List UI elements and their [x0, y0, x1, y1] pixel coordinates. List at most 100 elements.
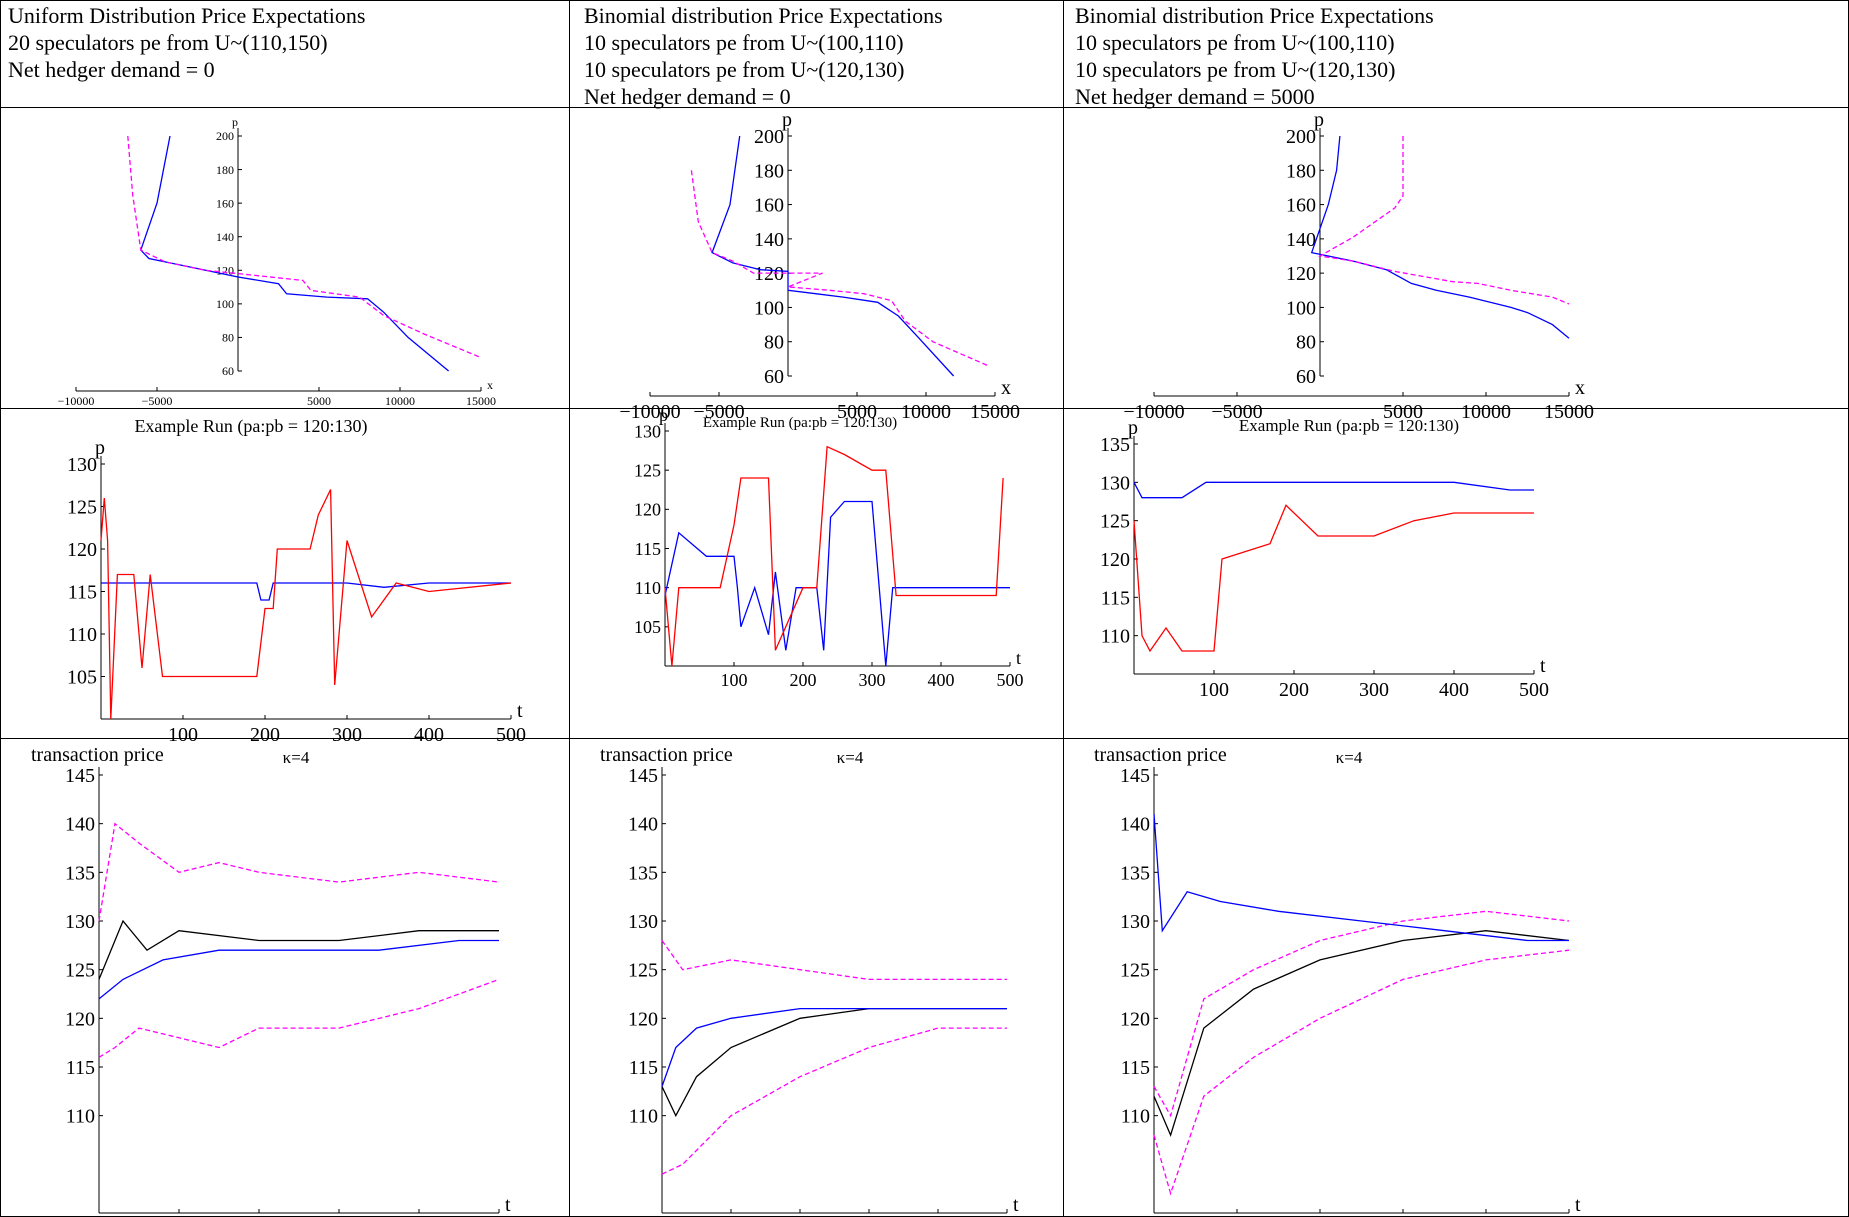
y-tick-label: 60 — [1296, 366, 1316, 388]
y-tick-label: 160 — [216, 196, 234, 210]
y-tick-label: 140 — [1120, 814, 1150, 836]
series-blue-line — [1133, 481, 1534, 499]
series-magenta-line — [1153, 949, 1570, 1196]
y-tick-label: 180 — [216, 163, 234, 177]
y-tick-label: 125 — [1120, 960, 1150, 982]
x-tick-label: −10000 — [58, 394, 95, 408]
header-line: 10 speculators pe from U~(100,110) — [584, 30, 904, 55]
y-axis-label: p — [1128, 417, 1138, 439]
x-tick-label: 100 — [1199, 679, 1229, 701]
series-red-line — [664, 445, 1004, 667]
column-header-2: Binomial distribution Price Expectations… — [584, 2, 943, 110]
y-tick-label: 200 — [1286, 126, 1316, 148]
series-blue-line — [661, 1007, 1007, 1087]
transaction-price-chart-1: 100200300400500110115120125130135140145t… — [31, 744, 511, 1216]
x-axis-label: t — [1016, 648, 1021, 668]
grid-line — [569, 0, 570, 1217]
grid-line — [1063, 0, 1064, 1217]
x-tick-label: −5000 — [693, 401, 744, 423]
grid-line — [0, 738, 1849, 739]
y-tick-label: 135 — [1120, 862, 1150, 884]
x-tick-label: 500 — [997, 670, 1024, 690]
y-tick-label: 135 — [628, 862, 658, 884]
y-tick-label: 125 — [1100, 511, 1130, 533]
x-tick-label: 5000 — [837, 401, 877, 423]
x-axis-label: x — [1001, 377, 1011, 399]
y-axis-label: p — [659, 405, 668, 425]
y-tick-label: 120 — [754, 263, 784, 285]
series-blue-line — [1153, 813, 1569, 942]
y-tick-label: 135 — [1100, 434, 1130, 456]
y-tick-label: 130 — [65, 911, 95, 933]
x-tick-label: 400 — [1439, 679, 1469, 701]
y-tick-label: 130 — [1100, 472, 1130, 494]
y-tick-label: 130 — [634, 421, 661, 441]
y-tick-label: 130 — [67, 454, 97, 476]
series-magenta-line — [661, 940, 1007, 981]
x-tick-label: 200 — [1279, 679, 1309, 701]
x-axis-label: t — [1575, 1194, 1581, 1216]
y-tick-label: 105 — [634, 617, 661, 637]
y-tick-label: 60 — [222, 364, 234, 378]
x-tick-label: 100 — [168, 724, 198, 746]
series-blue-line — [98, 939, 499, 1000]
chart-title: Example Run (pa:pb = 120:130) — [703, 415, 897, 431]
series-magenta-line — [1318, 136, 1570, 305]
y-tick-label: 120 — [634, 500, 661, 520]
y-tick-label: 110 — [68, 624, 97, 646]
y-tick-label: 115 — [1101, 587, 1130, 609]
y-tick-label: 120 — [1286, 263, 1316, 285]
series-black-line — [98, 919, 499, 980]
header-line: 10 speculators pe from U~(100,110) — [1075, 30, 1395, 55]
y-tick-label: 125 — [65, 960, 95, 982]
x-tick-label: 500 — [1519, 679, 1549, 701]
header-line: Uniform Distribution Price Expectations — [8, 3, 366, 28]
header-line: 10 speculators pe from U~(120,130) — [1075, 57, 1396, 82]
transaction-price-chart-2: 100200300400500110115120125130135140145t… — [600, 744, 1019, 1216]
series-blue-line — [101, 582, 511, 601]
y-tick-label: 100 — [216, 297, 234, 311]
series-magenta-line — [661, 1027, 1007, 1175]
series-magenta-line — [1153, 910, 1570, 1118]
series-blue-line — [140, 135, 450, 372]
x-tick-label: 500 — [496, 724, 526, 746]
series-magenta-line — [98, 822, 500, 922]
series-magenta-line — [690, 170, 989, 367]
y-tick-label: 105 — [67, 667, 97, 689]
y-tick-label: 130 — [628, 911, 658, 933]
header-line: Binomial distribution Price Expectations — [1075, 3, 1434, 28]
y-tick-label: 145 — [1120, 765, 1150, 787]
y-tick-label: 160 — [754, 195, 784, 217]
y-axis-label: p — [782, 109, 792, 131]
y-tick-label: 125 — [628, 960, 658, 982]
x-axis-label: t — [517, 700, 523, 722]
series-blue-line — [1310, 135, 1570, 339]
y-tick-label: 110 — [1101, 626, 1130, 648]
y-tick-label: 200 — [216, 129, 234, 143]
x-tick-label: 10000 — [901, 401, 951, 423]
x-tick-label: −5000 — [1211, 401, 1262, 423]
x-axis-label: t — [1540, 655, 1546, 677]
y-tick-label: 135 — [65, 862, 95, 884]
x-tick-label: −10000 — [1123, 401, 1184, 423]
chart-title: κ=4 — [283, 748, 310, 767]
series-blue-line — [711, 135, 955, 377]
example-run-chart-3: 100 200 300 400 500 110 115 120 125 130 135 t p Examp… — [1100, 416, 1549, 701]
y-tick-label: 120 — [628, 1008, 658, 1030]
y-tick-label: 120 — [65, 1008, 95, 1030]
series-red-line — [100, 489, 512, 720]
header-line: Net hedger demand = 5000 — [1075, 84, 1315, 109]
y-tick-label: 60 — [764, 366, 784, 388]
series-magenta-line — [98, 978, 500, 1058]
y-tick-label: 110 — [1121, 1106, 1150, 1128]
chart-title: κ=4 — [1336, 748, 1363, 767]
series-blue-line — [664, 500, 1010, 667]
x-tick-label: 100 — [721, 670, 748, 690]
y-tick-label: 140 — [754, 229, 784, 251]
supply-demand-chart-3: −10000 −5000 5000 10000 15000 60 80 100 120 140 16… — [1123, 109, 1594, 423]
x-tick-label: −5000 — [142, 394, 173, 408]
x-tick-label: 200 — [250, 724, 280, 746]
example-run-chart-1: 100 200 300 400 500 105 110 115 120 125 130 t p Examp… — [67, 416, 526, 746]
y-tick-label: 140 — [628, 814, 658, 836]
x-tick-label: 400 — [414, 724, 444, 746]
